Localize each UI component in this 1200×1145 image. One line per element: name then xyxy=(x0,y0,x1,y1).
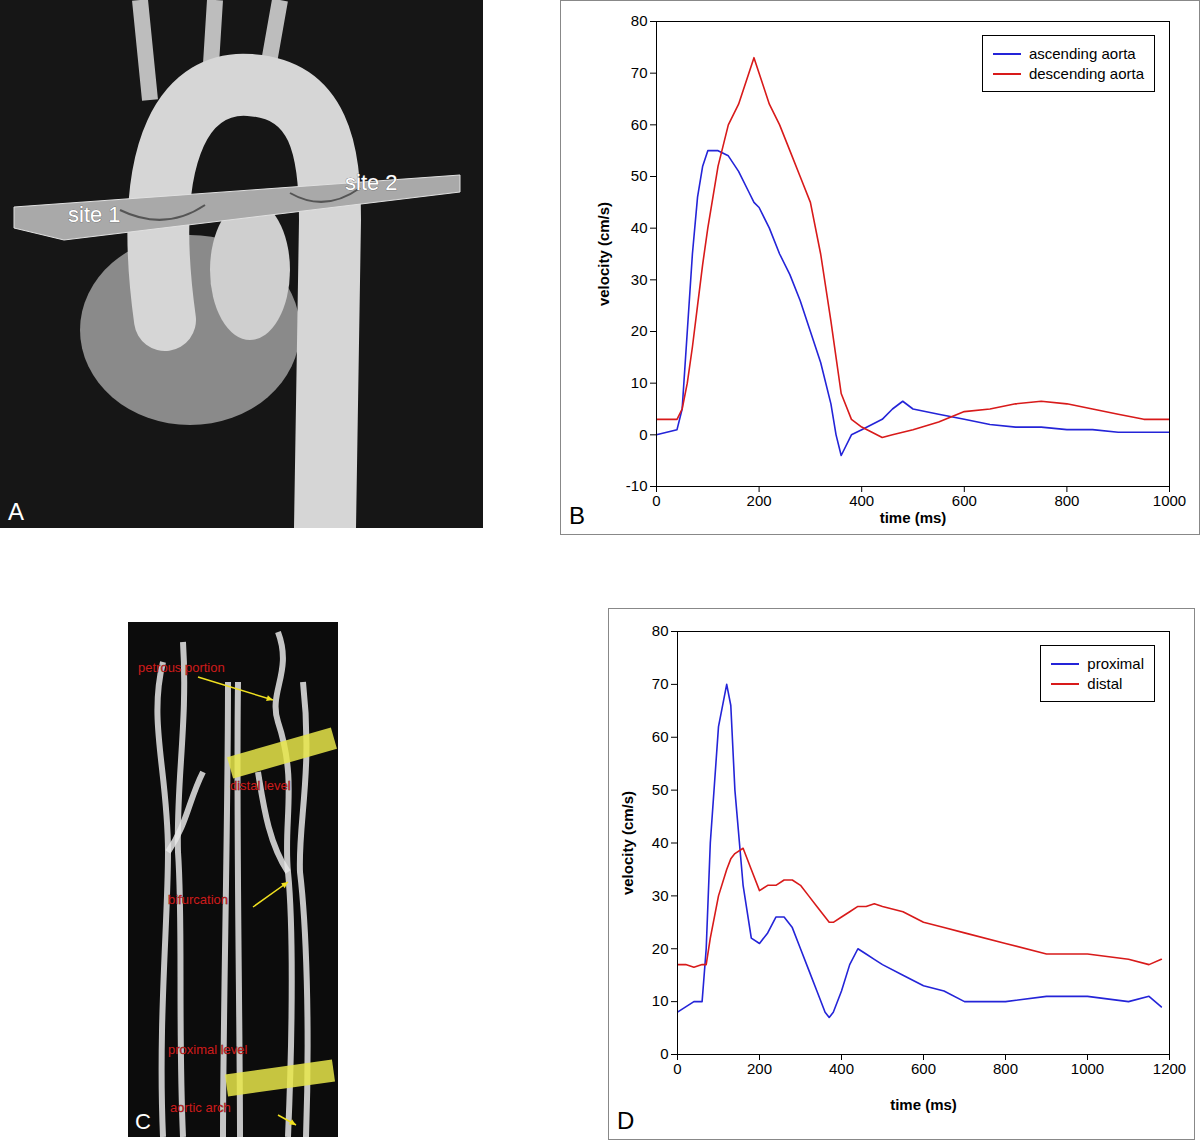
svg-text:C: C xyxy=(135,1109,151,1134)
svg-text:bifurcation: bifurcation xyxy=(168,892,228,907)
svg-text:400: 400 xyxy=(849,492,874,509)
svg-text:-10: -10 xyxy=(626,477,648,494)
svg-text:800: 800 xyxy=(993,1060,1018,1077)
svg-text:10: 10 xyxy=(652,992,669,1009)
svg-text:80: 80 xyxy=(631,12,648,29)
svg-text:70: 70 xyxy=(631,64,648,81)
svg-text:600: 600 xyxy=(911,1060,936,1077)
svg-text:20: 20 xyxy=(631,322,648,339)
svg-text:1200: 1200 xyxy=(1153,1060,1186,1077)
svg-text:600: 600 xyxy=(952,492,977,509)
html-text:ascending aorta: ascending aorta xyxy=(1028,45,1136,62)
svg-text:time (ms): time (ms) xyxy=(890,1096,957,1113)
svg-text:petrous portion: petrous portion xyxy=(138,660,225,675)
svg-text:30: 30 xyxy=(652,887,669,904)
svg-text:60: 60 xyxy=(652,728,669,745)
svg-text:200: 200 xyxy=(747,492,772,509)
svg-text:distal level: distal level xyxy=(230,778,291,793)
html-text:D: D xyxy=(617,1107,635,1134)
svg-text:1000: 1000 xyxy=(1153,492,1186,509)
svg-text:30: 30 xyxy=(631,271,648,288)
html-text:B: B xyxy=(569,502,585,529)
svg-text:time (ms): time (ms) xyxy=(880,509,947,526)
svg-text:400: 400 xyxy=(829,1060,854,1077)
svg-text:200: 200 xyxy=(747,1060,772,1077)
svg-text:velocity (cm/s): velocity (cm/s) xyxy=(595,202,612,306)
svg-text:20: 20 xyxy=(652,940,669,957)
svg-text:60: 60 xyxy=(631,116,648,133)
svg-text:A: A xyxy=(8,498,24,525)
svg-text:0: 0 xyxy=(673,1060,681,1077)
html-text:descending aorta: descending aorta xyxy=(1028,65,1144,82)
svg-text:40: 40 xyxy=(652,834,669,851)
svg-text:1000: 1000 xyxy=(1071,1060,1104,1077)
svg-text:80: 80 xyxy=(652,622,669,639)
svg-text:800: 800 xyxy=(1054,492,1079,509)
svg-text:aortic arch: aortic arch xyxy=(170,1100,231,1115)
svg-text:velocity (cm/s): velocity (cm/s) xyxy=(619,791,636,895)
svg-text:50: 50 xyxy=(631,167,648,184)
svg-text:0: 0 xyxy=(652,492,660,509)
svg-text:site 2: site 2 xyxy=(345,170,398,195)
svg-text:proximal level: proximal level xyxy=(168,1042,248,1057)
svg-text:10: 10 xyxy=(631,374,648,391)
svg-text:40: 40 xyxy=(631,219,648,236)
html-text:distal: distal xyxy=(1087,675,1123,692)
svg-text:site 1: site 1 xyxy=(68,202,121,227)
html-text:proximal: proximal xyxy=(1087,655,1144,672)
svg-text:0: 0 xyxy=(639,426,647,443)
svg-text:50: 50 xyxy=(652,781,669,798)
svg-text:0: 0 xyxy=(660,1045,668,1062)
svg-text:70: 70 xyxy=(652,675,669,692)
